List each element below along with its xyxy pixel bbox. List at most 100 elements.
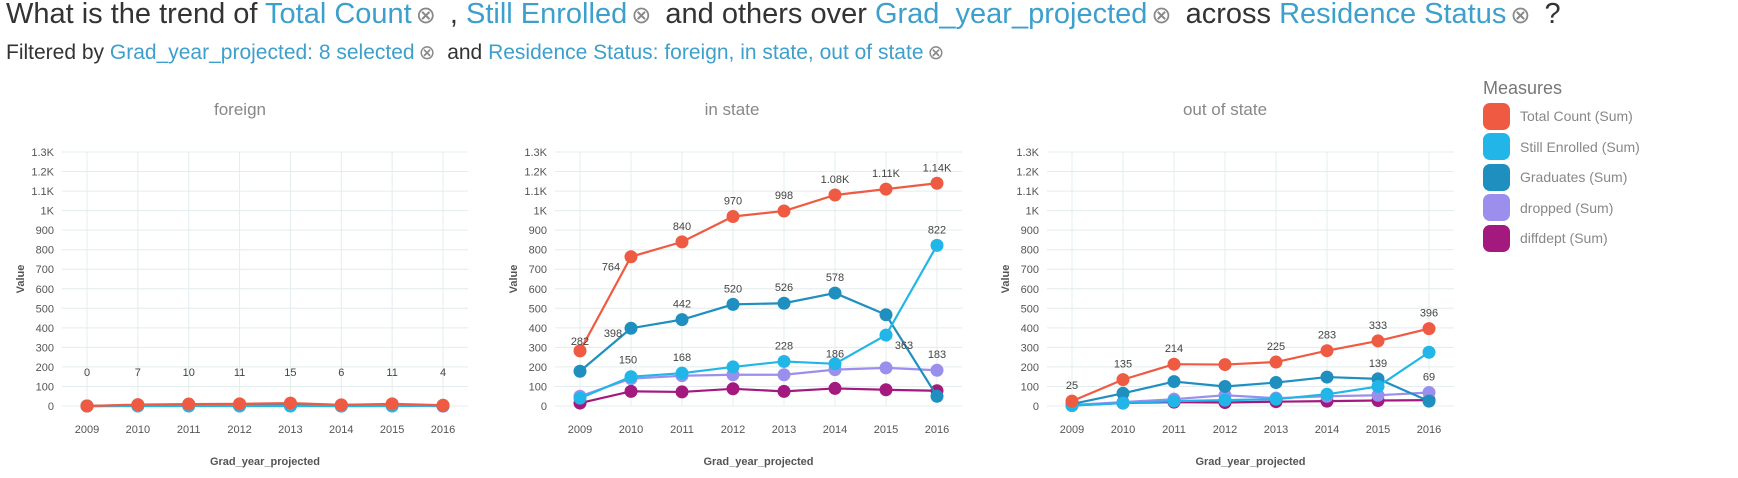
y-tick-label: 700 [1021, 264, 1039, 276]
close-circle-icon[interactable]: ⊗ [927, 42, 945, 64]
x-axis-label: Grad_year_projected [703, 456, 813, 468]
series-line [579, 244, 938, 400]
series-line [579, 387, 938, 405]
close-circle-icon[interactable]: ⊗ [1151, 2, 1172, 29]
x-tick-label: 2013 [772, 424, 796, 436]
x-tick-label: 2010 [126, 424, 150, 436]
data-point [1167, 375, 1181, 389]
data-point [1167, 357, 1181, 371]
question-mid: and others over [665, 0, 867, 30]
data-point [1167, 394, 1181, 408]
question-separator: , [449, 0, 458, 30]
data-label: 333 [1369, 320, 1387, 332]
data-point [1269, 376, 1283, 390]
filter-token-grad-year[interactable]: Grad_year_projected: 8 selected [109, 41, 415, 64]
data-point [879, 328, 893, 342]
y-tick-label: 1K [534, 206, 548, 218]
chart-title: out of state [1183, 100, 1267, 119]
data-point [624, 250, 638, 264]
legend-item[interactable]: Graduates (Sum) [1483, 162, 1640, 193]
x-tick-label: 2009 [1060, 424, 1084, 436]
data-label: 1.08K [821, 174, 850, 186]
close-circle-icon[interactable]: ⊗ [1510, 2, 1531, 29]
data-point [726, 209, 740, 223]
data-point [930, 176, 944, 190]
y-tick-label: 1.3K [1016, 147, 1039, 159]
data-point [1320, 387, 1334, 401]
y-tick-label: 1.1K [1016, 186, 1039, 198]
y-tick-label: 500 [529, 303, 547, 315]
series-line [1071, 375, 1430, 406]
legend-item[interactable]: Still Enrolled (Sum) [1483, 132, 1640, 163]
filter-bar: Filtered by Grad_year_projected: 8 selec… [6, 40, 950, 65]
data-label: 135 [1114, 359, 1132, 371]
data-point [726, 297, 740, 311]
x-tick-label: 2016 [1417, 424, 1441, 436]
y-tick-label: 400 [529, 323, 547, 335]
y-tick-label: 1K [1026, 206, 1040, 218]
data-point [334, 398, 348, 412]
data-point [624, 384, 638, 398]
dimension-token[interactable]: Grad_year_projected [874, 0, 1148, 30]
filter-and: and [447, 41, 483, 64]
y-tick-label: 900 [1021, 225, 1039, 237]
data-point [828, 188, 842, 202]
data-label: 4 [440, 367, 446, 379]
y-tick-label: 100 [1021, 381, 1039, 393]
close-circle-icon[interactable]: ⊗ [418, 42, 436, 64]
data-label: 998 [775, 190, 793, 202]
data-label: 578 [826, 272, 844, 284]
legend-item[interactable]: Total Count (Sum) [1483, 101, 1640, 132]
series-line [579, 182, 938, 352]
data-label: 168 [673, 352, 691, 364]
data-point [1116, 386, 1130, 400]
x-tick-label: 2012 [721, 424, 745, 436]
data-point [1269, 392, 1283, 406]
y-tick-label: 1.1K [31, 186, 54, 198]
data-point [930, 389, 944, 403]
data-label: 970 [724, 195, 742, 207]
x-tick-label: 2011 [1162, 424, 1186, 436]
legend-item[interactable]: diffdept (Sum) [1483, 223, 1640, 254]
data-label: 11 [386, 367, 397, 379]
x-tick-label: 2014 [823, 424, 847, 436]
x-tick-label: 2015 [874, 424, 898, 436]
legend-item[interactable]: dropped (Sum) [1483, 193, 1640, 224]
series-line [579, 291, 938, 397]
x-tick-label: 2011 [670, 424, 694, 436]
question-end: ? [1544, 0, 1561, 30]
chart-title: in state [705, 100, 760, 119]
split-token[interactable]: Residence Status [1279, 0, 1507, 30]
y-tick-label: 1.3K [31, 147, 54, 159]
data-point [573, 391, 587, 405]
y-tick-label: 200 [1021, 362, 1039, 374]
data-label: 225 [1267, 341, 1285, 353]
data-point [828, 286, 842, 300]
y-axis-label: Value [508, 265, 520, 294]
close-circle-icon[interactable]: ⊗ [415, 2, 436, 29]
legend-swatch [1483, 163, 1510, 191]
y-tick-label: 0 [48, 401, 54, 413]
close-circle-icon[interactable]: ⊗ [631, 2, 652, 29]
data-point [675, 313, 689, 327]
data-point [283, 396, 297, 410]
filter-token-residence[interactable]: Residence Status: foreign, in state, out… [488, 41, 924, 64]
data-label: 0 [84, 367, 90, 379]
data-point [80, 399, 94, 413]
x-tick-label: 2013 [278, 424, 302, 436]
y-tick-label: 500 [1021, 303, 1039, 315]
data-label: 822 [928, 224, 946, 236]
data-point [1116, 373, 1130, 387]
measure-token-total-count[interactable]: Total Count [265, 0, 412, 30]
series-line [86, 401, 444, 408]
y-tick-label: 1K [41, 206, 55, 218]
y-tick-label: 0 [541, 401, 547, 413]
data-point [1320, 370, 1334, 384]
legend: Measures Total Count (Sum) Still Enrolled… [1483, 78, 1640, 254]
measure-token-still-enrolled[interactable]: Still Enrolled [466, 0, 628, 30]
data-point [1371, 379, 1385, 393]
x-tick-label: 2012 [1213, 424, 1237, 436]
legend-label: diffdept (Sum) [1520, 230, 1608, 247]
data-label: 183 [928, 349, 946, 361]
data-point [1218, 379, 1232, 393]
